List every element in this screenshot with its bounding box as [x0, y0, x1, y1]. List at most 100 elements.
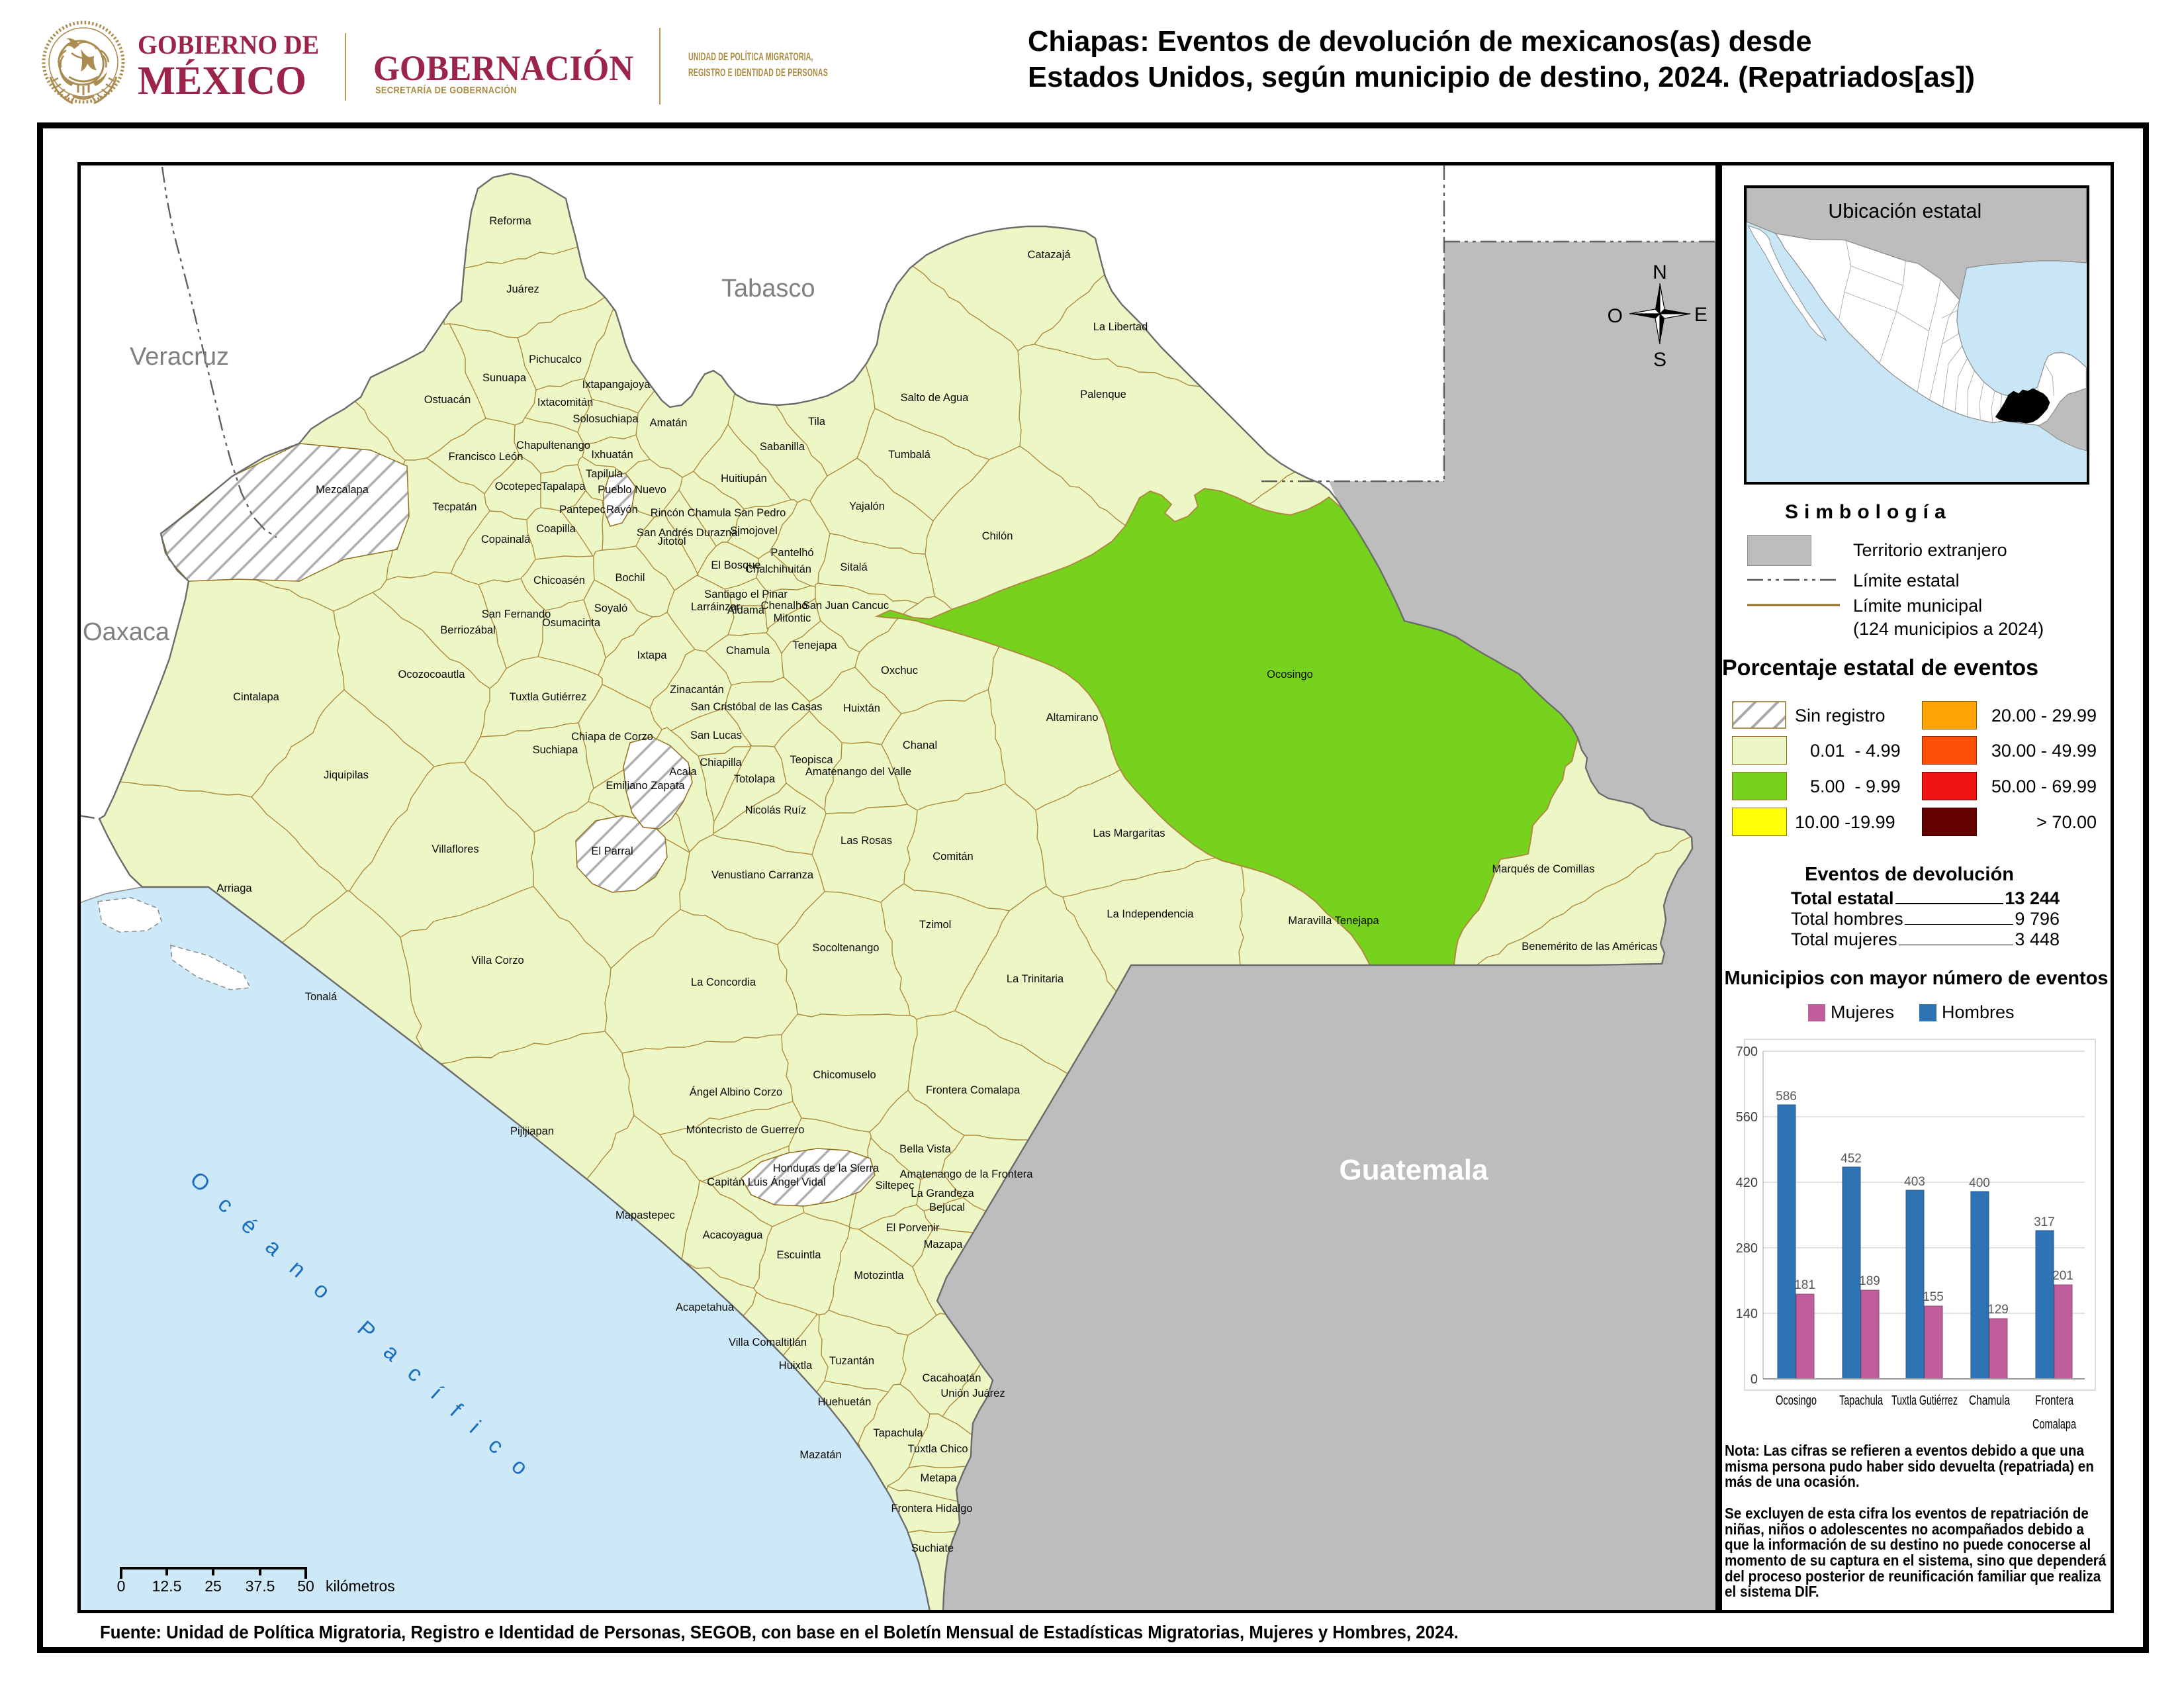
svg-text:Acacoyagua: Acacoyagua — [703, 1229, 764, 1241]
svg-text:Tzimol: Tzimol — [919, 919, 952, 931]
svg-text:Ixtapa: Ixtapa — [637, 649, 668, 661]
svg-text:Chalchihuitán: Chalchihuitán — [745, 563, 811, 575]
svg-text:Tuzantán: Tuzantán — [829, 1355, 874, 1367]
svg-text:Suchiapa: Suchiapa — [533, 744, 579, 756]
svg-text:Mazapa: Mazapa — [924, 1239, 964, 1250]
svg-text:181: 181 — [1794, 1278, 1815, 1292]
svg-text:Yajalón: Yajalón — [849, 500, 885, 512]
svg-text:El Parral: El Parral — [591, 845, 633, 857]
svg-text:El Porvenir: El Porvenir — [886, 1222, 940, 1234]
svg-text:El Bosque: El Bosque — [711, 559, 760, 571]
svg-text:San Cristóbal de las Casas: San Cristóbal de las Casas — [690, 701, 822, 713]
svg-text:Las Rosas: Las Rosas — [841, 835, 892, 847]
svg-text:Tapachula: Tapachula — [1839, 1393, 1884, 1408]
svg-text:Chicomuselo: Chicomuselo — [813, 1069, 876, 1081]
svg-text:Arriaga: Arriaga — [216, 882, 252, 894]
svg-text:Chilón: Chilón — [982, 530, 1013, 542]
svg-text:Chiapilla: Chiapilla — [700, 757, 742, 769]
svg-text:Maravilla Tenejapa: Maravilla Tenejapa — [1288, 915, 1379, 927]
svg-text:Tapachula: Tapachula — [873, 1427, 923, 1439]
svg-text:Chiapa de Corzo: Chiapa de Corzo — [571, 731, 653, 743]
svg-text:Ixhuatán: Ixhuatán — [591, 449, 633, 461]
svg-text:O: O — [1608, 305, 1623, 327]
svg-text:Zinacantán: Zinacantán — [670, 684, 724, 696]
svg-text:Ixtapangajoya: Ixtapangajoya — [582, 379, 651, 391]
svg-text:La Independencia: La Independencia — [1107, 908, 1194, 920]
svg-text:Chanal: Chanal — [903, 739, 937, 751]
svg-text:Tapalapa: Tapalapa — [541, 481, 586, 492]
svg-text:San Andrés Duraznal: San Andrés Duraznal — [637, 527, 740, 539]
svg-text:Frontera: Frontera — [2035, 1393, 2074, 1408]
svg-text:Escuintla: Escuintla — [777, 1249, 822, 1261]
svg-text:Mazatán: Mazatán — [799, 1449, 841, 1461]
svg-text:Motozintla: Motozintla — [854, 1270, 904, 1282]
svg-text:Santiago el Pinar: Santiago el Pinar — [704, 588, 788, 600]
svg-text:Sitalá: Sitalá — [840, 561, 868, 573]
svg-text:560: 560 — [1736, 1110, 1758, 1125]
svg-text:Catazajá: Catazajá — [1027, 249, 1071, 261]
svg-text:La Libertad: La Libertad — [1093, 321, 1148, 333]
svg-text:Pantelhó: Pantelhó — [770, 547, 813, 559]
svg-text:Huitiupán: Huitiupán — [721, 473, 767, 485]
svg-text:317: 317 — [2034, 1215, 2055, 1229]
svg-text:kilómetros: kilómetros — [326, 1577, 395, 1595]
svg-text:Jiquipilas: Jiquipilas — [324, 769, 369, 781]
svg-text:Simojovel: Simojovel — [730, 525, 778, 537]
svg-text:Villa Corzo: Villa Corzo — [471, 955, 523, 966]
svg-text:Bejucal: Bejucal — [929, 1201, 965, 1213]
svg-text:Montecristo de Guerrero: Montecristo de Guerrero — [686, 1124, 805, 1136]
svg-text:Las Margaritas: Las Margaritas — [1093, 827, 1165, 839]
svg-text:Ubicación estatal: Ubicación estatal — [1828, 200, 1981, 222]
svg-text:Altamirano: Altamirano — [1046, 712, 1099, 724]
svg-text:Francisco León: Francisco León — [449, 451, 523, 463]
svg-text:586: 586 — [1776, 1090, 1797, 1103]
svg-text:Huehuetán: Huehuetán — [818, 1396, 872, 1408]
svg-text:Ángel Albino Corzo: Ángel Albino Corzo — [690, 1086, 782, 1098]
svg-text:420: 420 — [1736, 1176, 1758, 1190]
svg-text:Veracruz: Veracruz — [130, 343, 229, 371]
svg-text:Capitán Luis Ángel Vidal: Capitán Luis Ángel Vidal — [707, 1176, 826, 1188]
svg-text:Rincón Chamula San Pedro: Rincón Chamula San Pedro — [651, 507, 786, 519]
svg-text:Amatenango de la Frontera: Amatenango de la Frontera — [900, 1168, 1034, 1180]
svg-text:Huixtán: Huixtán — [843, 702, 880, 714]
svg-text:Pueblo Nuevo: Pueblo Nuevo — [598, 484, 666, 496]
svg-text:Siltepec: Siltepec — [876, 1180, 915, 1192]
svg-text:Acala: Acala — [669, 766, 697, 778]
svg-text:Unión Juárez: Unión Juárez — [940, 1387, 1005, 1399]
svg-text:Metapa: Metapa — [920, 1472, 957, 1484]
svg-text:Solosuchiapa: Solosuchiapa — [572, 413, 639, 425]
svg-text:Socoltenango: Socoltenango — [813, 942, 880, 954]
svg-text:400: 400 — [1969, 1176, 1990, 1190]
svg-text:Tenejapa: Tenejapa — [793, 639, 838, 651]
svg-text:Coapilla: Coapilla — [536, 523, 576, 535]
svg-text:Amatenango del Valle: Amatenango del Valle — [805, 766, 911, 778]
svg-text:Cacahoatán: Cacahoatán — [923, 1372, 981, 1384]
svg-text:Nicolás Ruíz: Nicolás Ruíz — [745, 804, 807, 816]
svg-text:201: 201 — [2052, 1269, 2073, 1283]
svg-text:Villa Comaltitlán: Villa Comaltitlán — [729, 1336, 807, 1348]
svg-text:Ixtacomitán: Ixtacomitán — [537, 397, 593, 408]
svg-text:Acapetahua: Acapetahua — [676, 1301, 735, 1313]
svg-text:Frontera Hidalgo: Frontera Hidalgo — [891, 1503, 973, 1515]
svg-text:Tuxtla Chico: Tuxtla Chico — [907, 1443, 968, 1455]
svg-text:Tabasco: Tabasco — [721, 275, 815, 303]
svg-text:San Juan Cancuc: San Juan Cancuc — [803, 600, 889, 612]
svg-text:Pijijiapan: Pijijiapan — [510, 1125, 554, 1137]
svg-text:Ostuacán: Ostuacán — [424, 394, 471, 406]
svg-text:Comitán: Comitán — [933, 851, 973, 863]
svg-text:Mitontic: Mitontic — [774, 612, 811, 624]
svg-text:25: 25 — [205, 1577, 222, 1595]
svg-text:Bochil: Bochil — [615, 572, 645, 584]
svg-text:Jitotol: Jitotol — [657, 536, 686, 547]
svg-text:Tuxtla Gutiérrez: Tuxtla Gutiérrez — [510, 691, 587, 703]
svg-text:Marqués de Comillas: Marqués de Comillas — [1492, 863, 1595, 875]
svg-text:San Lucas: San Lucas — [690, 729, 742, 741]
svg-text:Villaflores: Villaflores — [432, 843, 478, 855]
svg-text:Ocosingo: Ocosingo — [1776, 1393, 1817, 1408]
svg-text:Chamula: Chamula — [726, 645, 770, 657]
svg-text:37.5: 37.5 — [246, 1577, 275, 1595]
svg-text:Reforma: Reforma — [489, 215, 531, 227]
svg-text:Tonalá: Tonalá — [305, 991, 338, 1003]
svg-text:Osumacinta: Osumacinta — [542, 617, 601, 629]
svg-text:50: 50 — [297, 1577, 314, 1595]
